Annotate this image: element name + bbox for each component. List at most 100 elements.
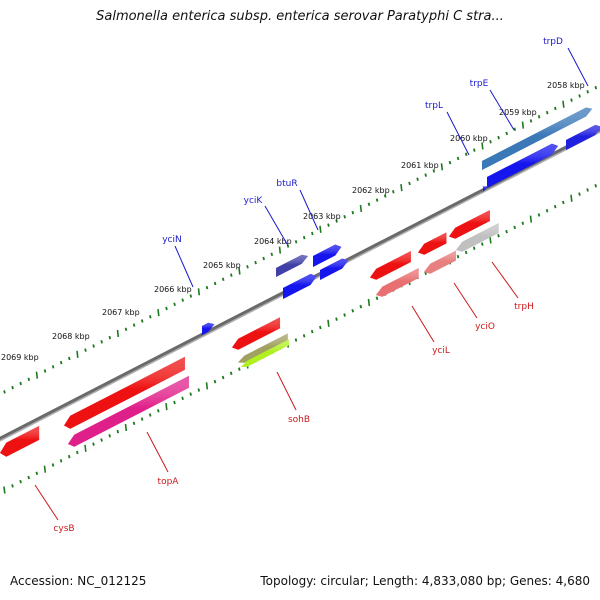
outer-ring-minor-tick [327, 223, 330, 227]
scale-tick-label: 2067 kbp [102, 308, 140, 317]
inner-ring-minor-tick [189, 392, 192, 396]
outer-ring-minor-tick [140, 319, 144, 323]
outer-ring-minor-tick [497, 135, 500, 140]
outer-ring-minor-tick [294, 240, 298, 244]
inner-ring-minor-tick [67, 454, 71, 459]
outer-ring-minor-tick [473, 148, 476, 152]
gene-arrow-trpL [482, 186, 489, 193]
inner-ring-minor-tick [505, 229, 508, 234]
inner-ring-minor-tick [221, 375, 225, 380]
gene-arrow-sohB-b [238, 333, 288, 363]
outer-ring-major-tick [481, 142, 484, 150]
outer-ring-minor-tick [27, 377, 31, 382]
scale-tick-label: 2069 kbp [1, 353, 39, 362]
outer-ring-major-tick [238, 267, 241, 275]
outer-ring-minor-tick [189, 294, 193, 298]
gene-arrow-trpH [449, 209, 490, 239]
inner-ring-minor-tick [11, 484, 14, 488]
gene-arrow-yciK-b [283, 273, 317, 299]
outer-ring-minor-tick [302, 235, 306, 240]
inner-ring-minor-tick [59, 459, 63, 463]
outer-ring-minor-tick [311, 231, 314, 236]
scale-tick-label: 2066 kbp [154, 285, 192, 294]
outer-ring-minor-tick [68, 356, 71, 361]
outer-ring-minor-tick [554, 106, 557, 111]
inner-ring-major-tick [367, 298, 371, 307]
outer-ring-minor-tick [570, 98, 573, 102]
outer-ring-minor-tick [432, 169, 436, 173]
inner-ring-minor-tick [351, 309, 354, 313]
inner-ring-minor-tick [294, 338, 298, 342]
gene-leader-btuR [299, 189, 319, 231]
scale-tick-label: 2064 kbp [254, 237, 292, 246]
inner-ring-minor-tick [375, 296, 379, 301]
inner-ring-minor-tick [51, 463, 55, 467]
inner-ring-major-tick [3, 486, 6, 494]
inner-ring-minor-tick [562, 200, 565, 205]
inner-ring-major-tick [84, 444, 87, 452]
inner-ring-minor-tick [594, 184, 597, 188]
gene-arrow-yciN [202, 322, 215, 335]
outer-tick-ring [3, 85, 598, 394]
gene-label-topA: topA [158, 477, 180, 487]
inner-ring-minor-tick [92, 442, 95, 446]
outer-ring-minor-tick [254, 260, 257, 265]
gene-arrow-yciK [276, 254, 309, 277]
inner-ring-minor-tick [513, 225, 516, 230]
outer-ring-minor-tick [537, 115, 541, 119]
outer-ring-minor-tick [92, 344, 95, 348]
outer-ring-minor-tick [270, 252, 274, 257]
gene-arrow-yciL-b [376, 268, 419, 297]
gene-label-yciN: yciN [162, 235, 182, 245]
outer-ring-minor-tick [3, 390, 6, 394]
inner-ring-minor-tick [319, 325, 322, 330]
outer-ring-major-tick [521, 121, 525, 129]
inner-tick-ring [3, 184, 597, 494]
outer-ring-minor-tick [181, 298, 184, 302]
outer-ring-minor-tick [230, 273, 233, 277]
inner-ring-minor-tick [27, 475, 30, 480]
gene-label-trpD: trpD [543, 37, 563, 47]
gene-label-trpE: trpE [470, 79, 489, 89]
outer-ring-minor-tick [43, 369, 47, 373]
inner-ring-minor-tick [464, 250, 468, 255]
outer-ring-major-tick [359, 204, 363, 213]
inner-ring-minor-tick [537, 213, 541, 217]
outer-ring-minor-tick [335, 219, 338, 223]
outer-ring-minor-tick [416, 177, 419, 182]
inner-ring-minor-tick [35, 471, 39, 476]
inner-ring-minor-tick [335, 317, 338, 321]
inner-ring-minor-tick [229, 371, 233, 376]
inner-ring-minor-tick [310, 329, 314, 334]
scale-tick-label: 2060 kbp [450, 134, 488, 143]
outer-ring-minor-tick [545, 110, 549, 115]
inner-ring-major-tick [327, 319, 330, 327]
feature-layer [0, 107, 600, 457]
outer-ring-minor-tick [456, 156, 460, 161]
inner-ring-major-tick [570, 194, 573, 202]
outer-ring-minor-tick [392, 190, 395, 194]
gene-leader-trpD [567, 47, 589, 87]
inner-ring-minor-tick [497, 234, 500, 238]
outer-ring-minor-tick [448, 160, 452, 165]
outer-ring-minor-tick [489, 140, 492, 144]
outer-ring-minor-tick [343, 215, 346, 219]
gene-leader-yciL [411, 305, 435, 343]
gene-label-layer: trpD trpE trpL btuR yciK yciN cysB topA sohB yciL… [34, 37, 589, 534]
inner-ring-minor-tick [472, 246, 476, 251]
scale-tick-label: 2068 kbp [52, 332, 90, 341]
gene-arrow-trpD-shade [482, 107, 593, 170]
outer-ring-minor-tick [246, 265, 249, 269]
outer-ring-minor-tick [108, 335, 112, 340]
gene-label-trpL: trpL [425, 101, 443, 111]
inner-ring-major-tick [489, 236, 492, 244]
outer-ring-minor-tick [262, 256, 265, 261]
outer-ring-minor-tick [408, 181, 411, 186]
outer-ring-major-tick [562, 100, 565, 108]
outer-ring-minor-tick [513, 127, 517, 132]
outer-ring-minor-tick [529, 119, 533, 123]
genome-summary-text: Topology: circular; Length: 4,833,080 bp… [260, 574, 590, 588]
inner-ring-minor-tick [343, 313, 346, 317]
gene-label-yciL: yciL [432, 346, 450, 356]
